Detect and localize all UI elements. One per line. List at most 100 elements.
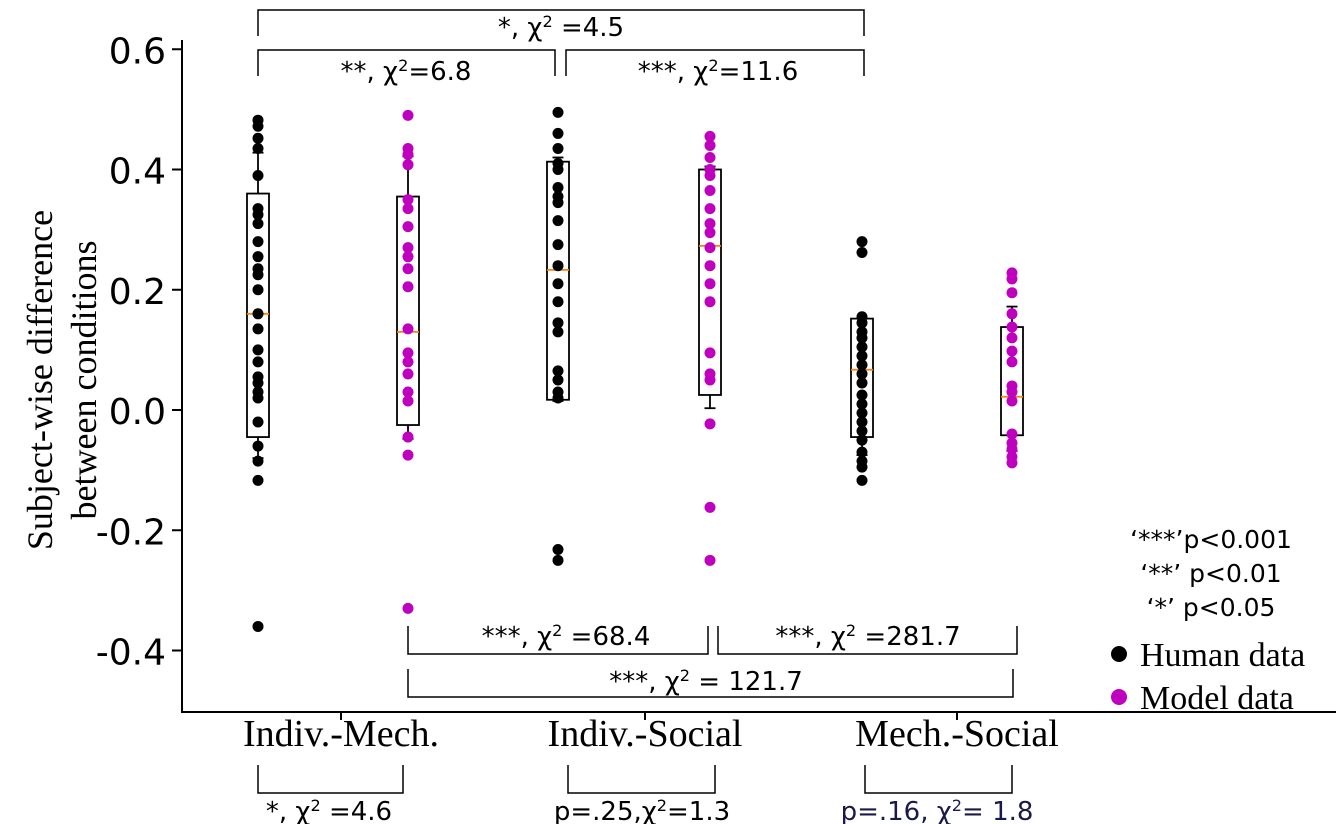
data-point bbox=[402, 356, 414, 368]
data-point bbox=[252, 142, 264, 154]
y-tick-label: -0.4 bbox=[96, 633, 166, 674]
significance-bracket bbox=[864, 765, 1013, 794]
data-point bbox=[856, 407, 868, 419]
data-point bbox=[402, 602, 414, 614]
data-point bbox=[252, 440, 264, 452]
data-point bbox=[552, 164, 564, 175]
data-point bbox=[1006, 457, 1018, 469]
data-point bbox=[704, 296, 716, 308]
data-point bbox=[402, 395, 414, 407]
data-point bbox=[856, 350, 868, 362]
data-point bbox=[1006, 273, 1018, 285]
significance-brackets: *, χ2 =4.5 **, χ2=6.8 ***, χ2=11.6 ***, χ2 … bbox=[257, 9, 1033, 824]
significance-bracket bbox=[565, 49, 865, 76]
significance-label: *, χ2 =4.6 bbox=[266, 796, 392, 824]
data-point bbox=[552, 365, 564, 377]
data-point bbox=[704, 501, 716, 513]
data-point bbox=[552, 197, 564, 209]
data-point bbox=[1006, 321, 1018, 333]
data-point bbox=[252, 377, 264, 389]
data-point bbox=[704, 278, 716, 290]
data-point bbox=[402, 386, 414, 398]
data-point bbox=[856, 246, 868, 258]
data-point bbox=[704, 347, 716, 359]
data-point bbox=[704, 260, 716, 272]
data-point bbox=[1006, 386, 1018, 398]
data-point bbox=[856, 389, 868, 401]
box-iqr bbox=[246, 192, 270, 438]
y-tick-label: 0.2 bbox=[109, 272, 166, 313]
data-points bbox=[252, 106, 1018, 632]
significance-bracket bbox=[257, 9, 865, 36]
data-point bbox=[252, 236, 264, 248]
significance-bracket bbox=[567, 765, 716, 794]
data-point bbox=[552, 296, 564, 308]
data-point bbox=[402, 323, 414, 335]
data-point bbox=[402, 347, 414, 359]
data-point bbox=[252, 620, 264, 632]
data-point bbox=[856, 341, 868, 353]
x-category-label: Indiv.-Mech. bbox=[243, 713, 439, 755]
data-point bbox=[252, 251, 264, 263]
data-point bbox=[552, 239, 564, 251]
significance-bracket bbox=[407, 626, 709, 655]
data-point bbox=[856, 359, 868, 371]
data-point bbox=[552, 317, 564, 329]
data-point bbox=[856, 474, 868, 486]
data-point bbox=[856, 368, 868, 380]
data-point bbox=[856, 425, 868, 437]
data-point bbox=[552, 260, 564, 272]
data-point bbox=[704, 203, 716, 215]
data-point bbox=[252, 308, 264, 320]
data-point bbox=[856, 434, 868, 446]
significance-bracket bbox=[257, 765, 404, 794]
legend: ‘***’p<0.001 ‘**’ p<0.01 ‘*’ p<0.05 Huma… bbox=[1111, 525, 1305, 717]
data-point bbox=[1006, 345, 1018, 357]
data-point bbox=[1006, 287, 1018, 299]
data-point bbox=[856, 416, 868, 428]
data-point bbox=[252, 474, 264, 486]
data-point bbox=[402, 263, 414, 275]
data-point bbox=[552, 127, 564, 139]
data-point bbox=[704, 554, 716, 566]
significance-label: p=.25,χ2=1.3 bbox=[554, 796, 730, 824]
data-point bbox=[704, 130, 716, 142]
y-axis-label-line2: between conditions bbox=[64, 241, 104, 520]
data-point bbox=[704, 218, 716, 230]
data-point bbox=[856, 446, 868, 458]
x-category-labels: Indiv.-Mech. Indiv.-Social Mech.-Social bbox=[243, 712, 1059, 755]
x-category-label: Mech.-Social bbox=[855, 713, 1059, 755]
data-point bbox=[856, 332, 868, 344]
y-tick-label: 0.6 bbox=[109, 31, 166, 72]
boxplots bbox=[246, 151, 1024, 460]
sig-legend-line-3: ‘*’ p<0.05 bbox=[1147, 593, 1276, 622]
data-point bbox=[252, 455, 264, 467]
data-point bbox=[252, 344, 264, 356]
significance-label: ***, χ2 = 121.7 bbox=[609, 666, 803, 698]
sig-legend-line-1: ‘***’p<0.001 bbox=[1130, 525, 1292, 554]
legend-marker-human bbox=[1111, 646, 1127, 662]
data-point bbox=[252, 120, 264, 132]
data-point bbox=[402, 242, 414, 254]
data-point bbox=[856, 461, 868, 473]
data-point bbox=[252, 356, 264, 368]
data-point bbox=[704, 374, 716, 386]
data-point bbox=[252, 209, 264, 221]
data-point bbox=[856, 377, 868, 389]
significance-label: ***, χ2 =281.7 bbox=[775, 621, 960, 653]
data-point bbox=[402, 203, 414, 215]
data-point bbox=[402, 449, 414, 461]
data-point bbox=[252, 132, 264, 144]
y-axis-label-line1: Subject-wise difference bbox=[20, 210, 60, 550]
data-point bbox=[704, 418, 716, 430]
legend-label-model: Model data bbox=[1140, 680, 1294, 717]
data-point bbox=[252, 392, 264, 404]
data-point bbox=[552, 326, 564, 338]
data-point bbox=[252, 323, 264, 335]
data-point bbox=[552, 106, 564, 118]
data-point bbox=[252, 284, 264, 296]
data-point bbox=[1006, 356, 1018, 368]
data-point bbox=[402, 281, 414, 293]
data-point bbox=[402, 368, 414, 380]
